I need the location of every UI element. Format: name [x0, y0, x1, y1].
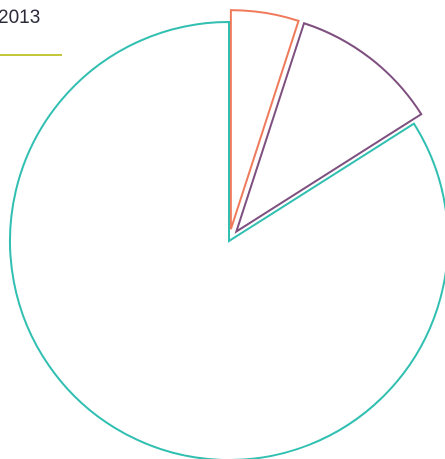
pie-slice: [234, 21, 423, 234]
pie-slice: [229, 9, 300, 230]
pie-slice: [9, 20, 445, 459]
chart-subtitle: 2013: [0, 7, 40, 28]
